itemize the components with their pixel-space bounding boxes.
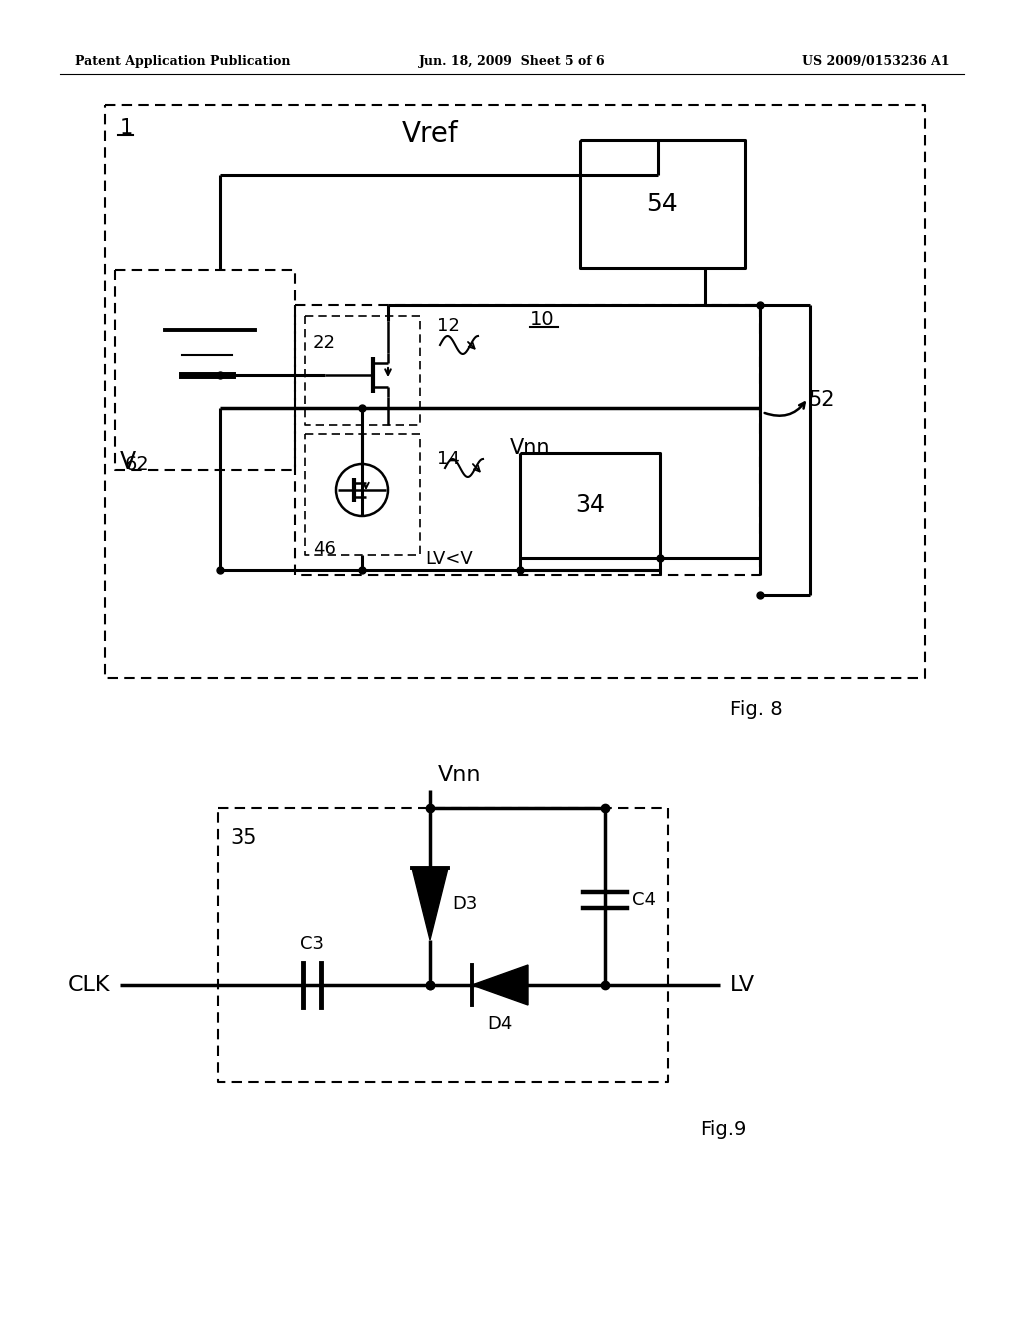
Text: LV: LV	[730, 975, 755, 995]
Text: US 2009/0153236 A1: US 2009/0153236 A1	[803, 55, 950, 69]
Text: Vnn: Vnn	[438, 766, 481, 785]
Text: 10: 10	[530, 310, 555, 329]
Text: CLK: CLK	[68, 975, 110, 995]
Text: 34: 34	[575, 494, 605, 517]
Text: 35: 35	[230, 828, 256, 847]
Text: Jun. 18, 2009  Sheet 5 of 6: Jun. 18, 2009 Sheet 5 of 6	[419, 55, 605, 69]
Text: 12: 12	[437, 317, 460, 335]
Text: C3: C3	[300, 935, 324, 953]
Polygon shape	[472, 965, 528, 1005]
Text: 54: 54	[646, 191, 678, 216]
Text: C4: C4	[632, 891, 656, 909]
Text: 46: 46	[313, 540, 336, 558]
Text: LV<V: LV<V	[425, 550, 473, 568]
Text: 1: 1	[120, 117, 133, 139]
Text: 52: 52	[808, 389, 835, 411]
Text: Fig. 8: Fig. 8	[730, 700, 782, 719]
Text: Patent Application Publication: Patent Application Publication	[75, 55, 291, 69]
Text: Vref: Vref	[401, 120, 459, 148]
Text: Vnn: Vnn	[510, 438, 551, 458]
Text: 62: 62	[125, 455, 150, 474]
Text: 14: 14	[437, 450, 460, 469]
Text: Fig.9: Fig.9	[700, 1119, 746, 1139]
Text: V: V	[120, 450, 136, 474]
Polygon shape	[412, 869, 449, 940]
Text: 22: 22	[313, 334, 336, 352]
Text: D4: D4	[487, 1015, 513, 1034]
Text: D3: D3	[452, 895, 477, 913]
